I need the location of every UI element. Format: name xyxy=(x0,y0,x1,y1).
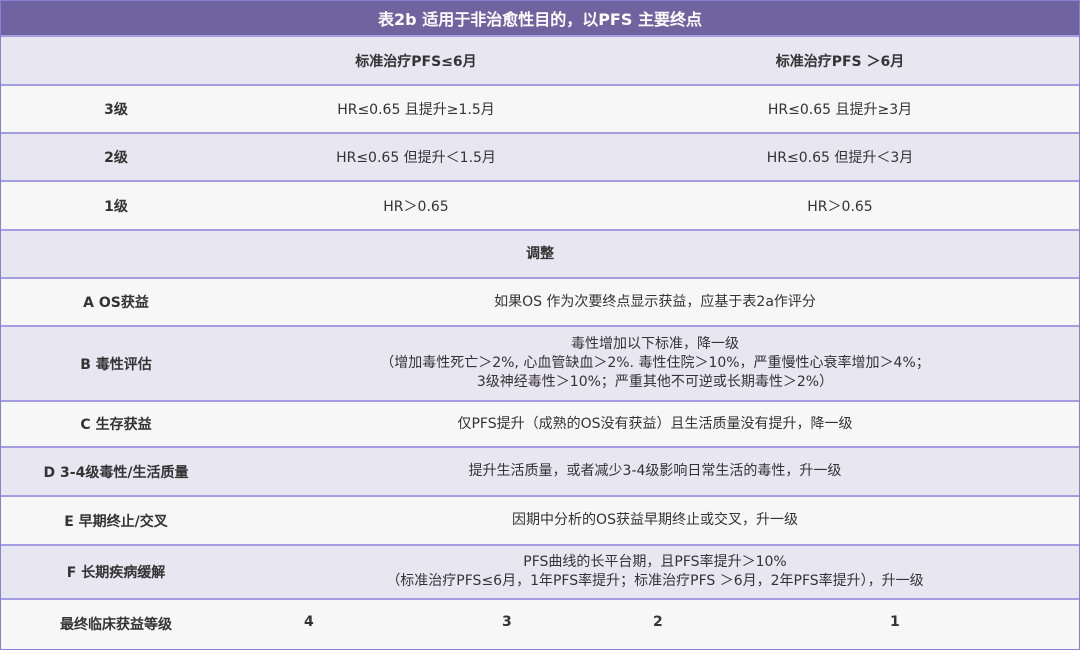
cell: HR≤0.65 但提升＜1.5月 xyxy=(336,150,496,166)
table-row: A OS获益 如果OS 作为次要终点显示获益，应基于表2a作评分 xyxy=(1,279,1079,327)
table-row: 1级 HR＞0.65 HR＞0.65 xyxy=(1,182,1079,231)
line: 毒性增加以下标准，降一级 xyxy=(571,336,739,352)
cell: 仅PFS提升（成熟的OS没有获益）且生活质量没有提升，降一级 xyxy=(231,415,1079,434)
cell: 因期中分析的OS获益早期终止或交叉，升一级 xyxy=(231,511,1079,530)
cell: HR≤0.65 且提升≥1.5月 xyxy=(337,102,495,118)
line: 仅PFS提升（成熟的OS没有获益）且生活质量没有提升，降一级 xyxy=(457,415,853,432)
table-row: D 3-4级毒性/生活质量 提升生活质量，或者减少3-4级影响日常生活的毒性，升… xyxy=(1,448,1079,497)
adjust-label: E 早期终止/交叉 xyxy=(64,513,168,530)
grade-value: 2 xyxy=(653,614,663,630)
adjust-label: B 毒性评估 xyxy=(80,356,152,373)
column-header: 标准治疗PFS≤6月 xyxy=(355,53,477,70)
table-row: C 生存获益 仅PFS提升（成熟的OS没有获益）且生活质量没有提升，降一级 xyxy=(1,402,1079,448)
adjust-label: F 长期疾病缓解 xyxy=(66,565,166,581)
column-header: 标准治疗PFS ＞6月 xyxy=(775,53,905,70)
cell: HR≤0.65 且提升≥3月 xyxy=(767,102,913,118)
line: （标准治疗PFS≤6月，1年PFS率提升；标准治疗PFS ＞6月，2年PFS率提… xyxy=(386,573,924,589)
grade-value: 3 xyxy=(502,614,512,630)
table-row: E 早期终止/交叉 因期中分析的OS获益早期终止或交叉，升一级 xyxy=(1,497,1079,546)
column-header-row: 标准治疗PFS≤6月 标准治疗PFS ＞6月 xyxy=(1,37,1079,86)
grade-label: 2级 xyxy=(104,150,128,166)
adjust-label: C 生存获益 xyxy=(80,417,152,433)
cell: HR≤0.65 但提升＜3月 xyxy=(766,150,914,166)
cell: HR＞0.65 xyxy=(383,198,449,215)
adjust-header-row: 调整 xyxy=(1,231,1079,279)
line: （增加毒性死亡＞2%, 心血管缺血＞2%. 毒性住院＞10%，严重慢性心衰率增加… xyxy=(380,355,930,371)
table-row: 3级 HR≤0.65 且提升≥1.5月 HR≤0.65 且提升≥3月 xyxy=(1,86,1079,134)
line: PFS曲线的长平台期，且PFS率提升＞10% xyxy=(523,554,787,570)
cell: 如果OS 作为次要终点显示获益，应基于表2a作评分 xyxy=(231,293,1079,312)
line: 如果OS 作为次要终点显示获益，应基于表2a作评分 xyxy=(494,293,816,310)
final-grade-row: 最终临床获益等级 4 3 2 1 xyxy=(1,600,1079,648)
table-title: 表2b 适用于非治愈性目的，以PFS 主要终点 xyxy=(1,1,1079,37)
adjust-header: 调整 xyxy=(526,245,554,262)
cell: 提升生活质量，或者减少3-4级影响日常生活的毒性，升一级 xyxy=(231,462,1079,481)
line: 3级神经毒性＞10%；严重其他不可逆或长期毒性＞2%） xyxy=(476,374,834,390)
line: 提升生活质量，或者减少3-4级影响日常生活的毒性，升一级 xyxy=(468,463,842,479)
table-row: 2级 HR≤0.65 但提升＜1.5月 HR≤0.65 但提升＜3月 xyxy=(1,134,1079,182)
title-text: 表2b 适用于非治愈性目的，以PFS 主要终点 xyxy=(378,10,702,29)
grade-value: 1 xyxy=(890,614,900,630)
final-label: 最终临床获益等级 xyxy=(60,617,172,633)
grade-label: 1级 xyxy=(104,198,128,215)
table-row: B 毒性评估 毒性增加以下标准，降一级 （增加毒性死亡＞2%, 心血管缺血＞2%… xyxy=(1,327,1079,402)
line: 因期中分析的OS获益早期终止或交叉，升一级 xyxy=(512,512,798,528)
adjust-label: D 3-4级毒性/生活质量 xyxy=(43,464,189,481)
adjust-label: A OS获益 xyxy=(83,295,149,311)
table-row: F 长期疾病缓解 PFS曲线的长平台期，且PFS率提升＞10% （标准治疗PFS… xyxy=(1,546,1079,600)
cell: HR＞0.65 xyxy=(807,198,873,215)
cell: PFS曲线的长平台期，且PFS率提升＞10% （标准治疗PFS≤6月，1年PFS… xyxy=(231,553,1079,591)
grade-value: 4 xyxy=(304,614,314,630)
cell: 毒性增加以下标准，降一级 （增加毒性死亡＞2%, 心血管缺血＞2%. 毒性住院＞… xyxy=(231,335,1079,392)
grade-label: 3级 xyxy=(104,102,128,118)
